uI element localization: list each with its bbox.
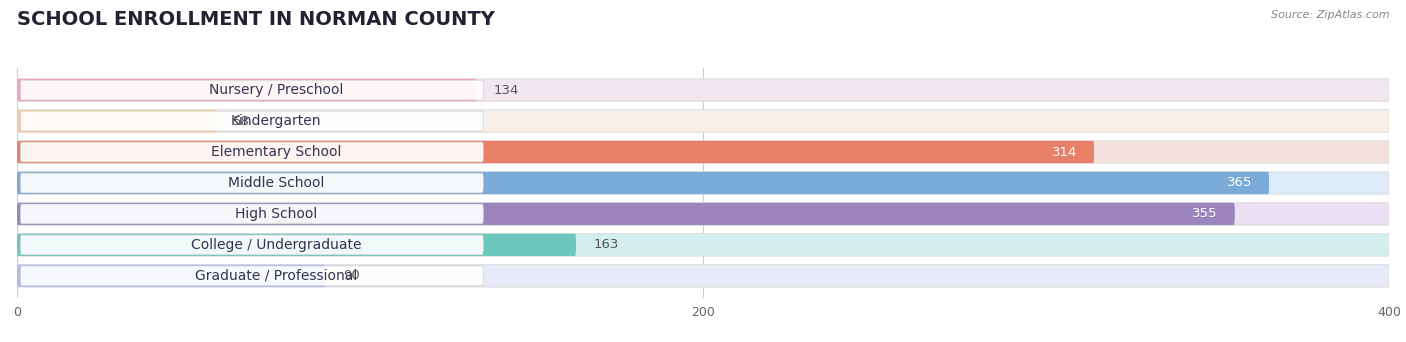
Text: Source: ZipAtlas.com: Source: ZipAtlas.com — [1271, 10, 1389, 20]
FancyBboxPatch shape — [17, 265, 326, 287]
FancyBboxPatch shape — [20, 266, 484, 286]
Text: 163: 163 — [593, 238, 619, 251]
Text: High School: High School — [235, 207, 316, 221]
Text: Graduate / Professional: Graduate / Professional — [195, 269, 357, 283]
Text: 58: 58 — [233, 115, 250, 128]
FancyBboxPatch shape — [17, 141, 1094, 163]
Text: College / Undergraduate: College / Undergraduate — [191, 238, 361, 252]
Text: 90: 90 — [343, 269, 360, 282]
FancyBboxPatch shape — [20, 235, 484, 255]
Text: 314: 314 — [1052, 145, 1077, 158]
Text: SCHOOL ENROLLMENT IN NORMAN COUNTY: SCHOOL ENROLLMENT IN NORMAN COUNTY — [17, 10, 495, 29]
FancyBboxPatch shape — [17, 203, 1234, 225]
FancyBboxPatch shape — [17, 203, 1389, 225]
Text: 134: 134 — [494, 83, 519, 96]
FancyBboxPatch shape — [17, 141, 1389, 163]
FancyBboxPatch shape — [17, 234, 1389, 256]
FancyBboxPatch shape — [20, 173, 484, 193]
Text: 365: 365 — [1226, 176, 1251, 189]
FancyBboxPatch shape — [17, 172, 1270, 194]
FancyBboxPatch shape — [17, 110, 1389, 132]
FancyBboxPatch shape — [20, 80, 484, 100]
FancyBboxPatch shape — [17, 265, 1389, 287]
FancyBboxPatch shape — [17, 172, 1389, 194]
Text: Kindergarten: Kindergarten — [231, 114, 321, 128]
Text: Middle School: Middle School — [228, 176, 323, 190]
FancyBboxPatch shape — [17, 110, 217, 132]
FancyBboxPatch shape — [20, 111, 484, 131]
Text: 355: 355 — [1192, 208, 1218, 221]
Text: Nursery / Preschool: Nursery / Preschool — [208, 83, 343, 97]
Text: Elementary School: Elementary School — [211, 145, 342, 159]
FancyBboxPatch shape — [17, 234, 576, 256]
FancyBboxPatch shape — [17, 79, 1389, 101]
FancyBboxPatch shape — [17, 79, 477, 101]
FancyBboxPatch shape — [20, 142, 484, 162]
FancyBboxPatch shape — [20, 204, 484, 224]
